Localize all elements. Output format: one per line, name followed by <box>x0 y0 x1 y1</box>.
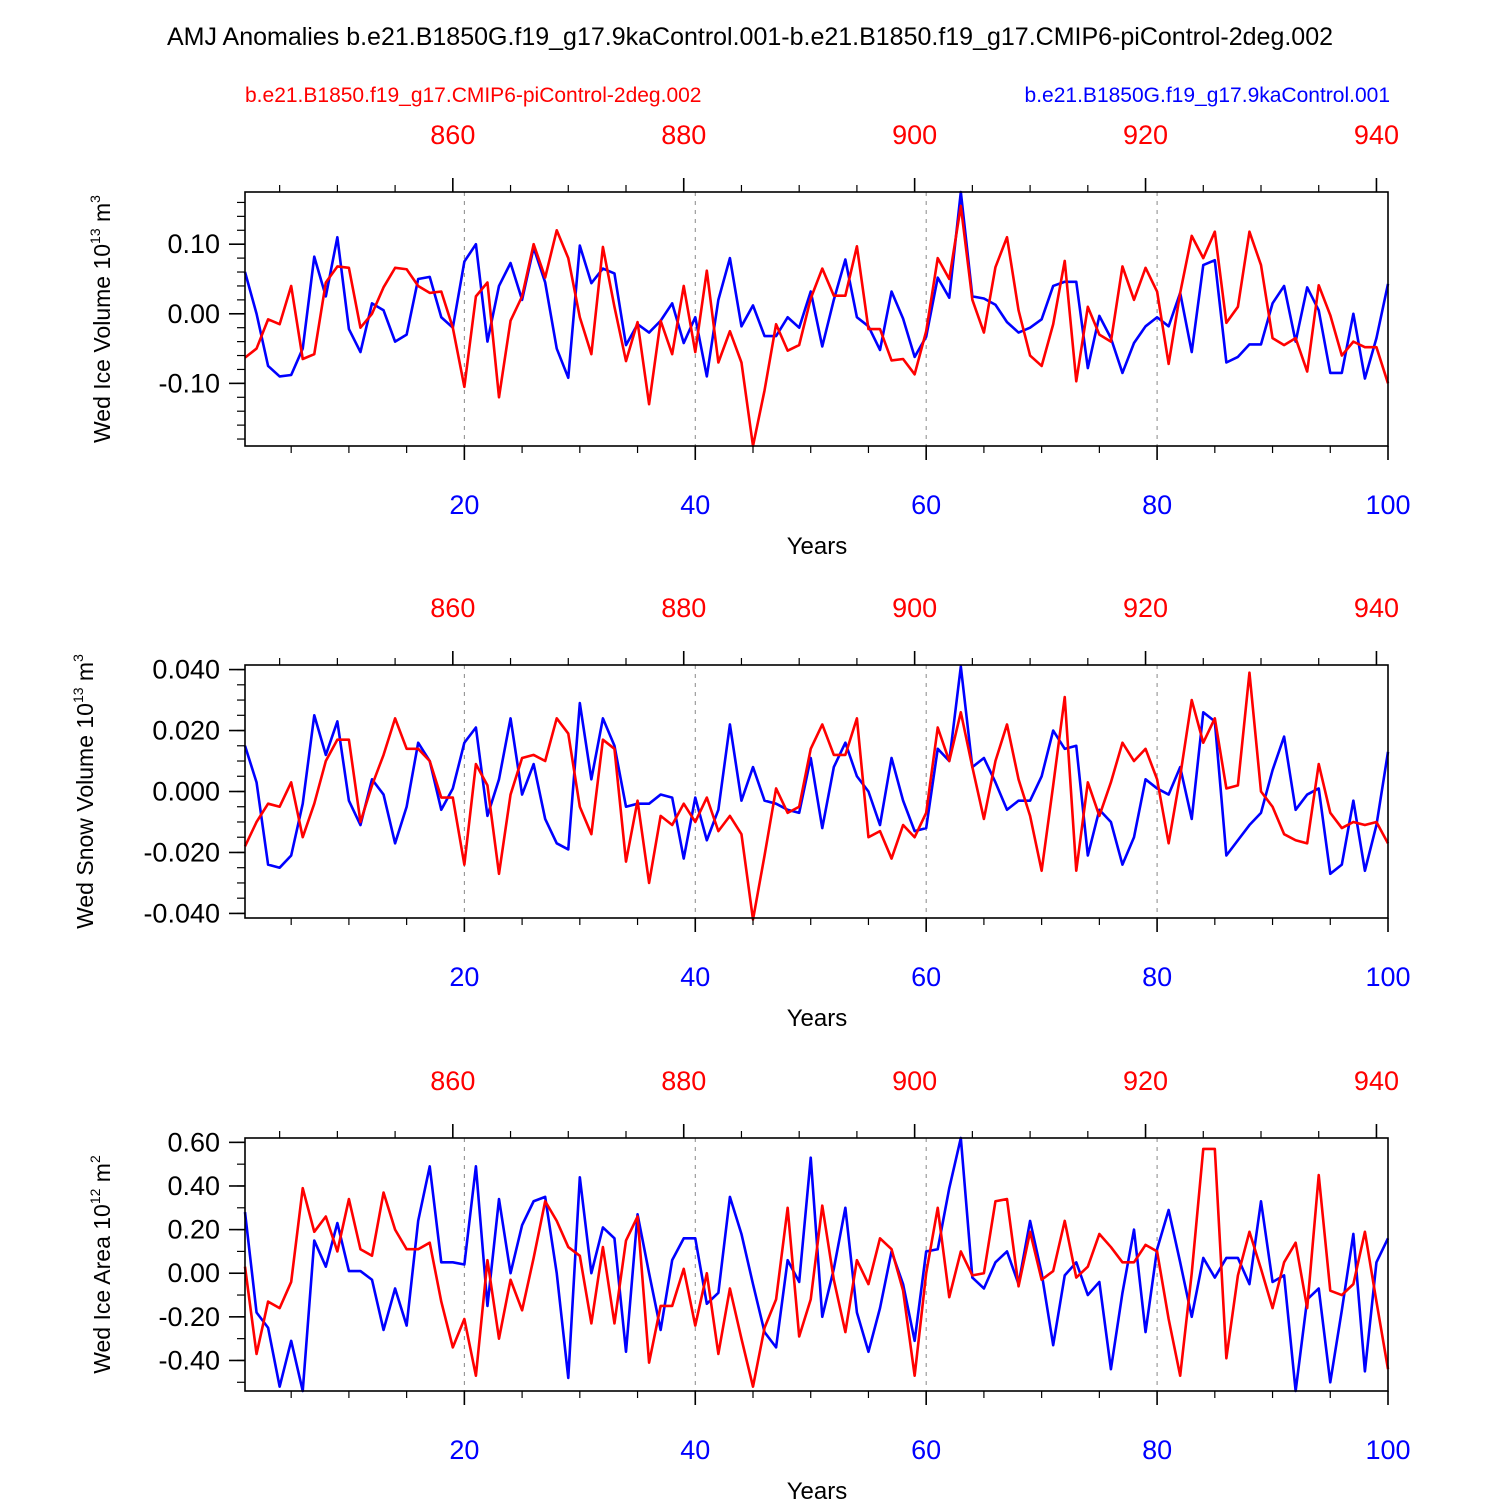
y-tick-label: 0.10 <box>167 229 220 259</box>
x-tick-label-bottom: 100 <box>1365 962 1410 992</box>
y-tick-label: -0.10 <box>158 368 220 398</box>
x-tick-label-bottom: 60 <box>911 962 941 992</box>
series-line-blue <box>243 190 1390 380</box>
series-line-blue <box>243 1136 1390 1393</box>
y-tick-label: 0.20 <box>167 1215 220 1245</box>
y-label-exponent: 12 <box>87 1188 103 1204</box>
y-label-unit-exponent: 3 <box>87 195 103 203</box>
x-tick-label-top: 860 <box>430 1066 475 1096</box>
x-tick-label-top: 940 <box>1354 1066 1399 1096</box>
x-tick-label-top: 880 <box>661 1066 706 1096</box>
x-tick-label-top: 920 <box>1123 593 1168 623</box>
legend-red-series: b.e21.B1850.f19_g17.CMIP6-piControl-2deg… <box>245 84 701 107</box>
x-tick-label-top: 880 <box>661 593 706 623</box>
x-tick-label-bottom: 80 <box>1142 962 1172 992</box>
panel-3: -0.40 -0.20 0.00 0.20 0.40 0.60 20 40 60 80 100 860… <box>87 1066 1411 1500</box>
y-label-text: Wed Ice Area 10 <box>89 1204 115 1374</box>
y-label-unit: m <box>72 662 98 688</box>
y-label-unit: m <box>89 1163 115 1189</box>
chart-title: AMJ Anomalies b.e21.B1850G.f19_g17.9kaCo… <box>167 23 1333 51</box>
series-line-blue <box>243 665 1390 876</box>
y-tick-label: -0.020 <box>143 837 220 867</box>
x-tick-label-bottom: 60 <box>911 490 941 520</box>
y-tick-label: 0.60 <box>167 1127 220 1157</box>
series-line-red <box>243 671 1390 921</box>
y-label-unit-exponent: 2 <box>87 1155 103 1163</box>
x-tick-label-top: 860 <box>430 120 475 150</box>
series-line-red <box>244 204 1390 448</box>
y-tick-label: 0.040 <box>152 655 220 685</box>
y-tick-label: 0.000 <box>152 777 220 807</box>
x-tick-label-top: 900 <box>892 593 937 623</box>
x-tick-label-bottom: 20 <box>449 490 479 520</box>
x-tick-label-top: 920 <box>1123 1066 1168 1096</box>
y-tick-label: -0.20 <box>158 1302 220 1332</box>
y-axis-label: Wed Ice Area 1012 m2 <box>87 1155 115 1374</box>
y-axis-label: Wed Ice Volume 1013 m3 <box>87 195 115 443</box>
series-line-red <box>243 1147 1390 1388</box>
x-tick-label-top: 900 <box>892 1066 937 1096</box>
x-axis-label: Years <box>787 1005 848 1032</box>
x-tick-label-bottom: 40 <box>680 490 710 520</box>
x-tick-label-bottom: 40 <box>680 962 710 992</box>
x-tick-label-bottom: 100 <box>1365 490 1410 520</box>
y-tick-label: 0.00 <box>167 1258 220 1288</box>
y-label-text: Wed Snow Volume 10 <box>72 703 98 929</box>
x-tick-label-top: 940 <box>1354 120 1399 150</box>
x-tick-label-top: 900 <box>892 120 937 150</box>
x-tick-label-bottom: 20 <box>449 1435 479 1465</box>
y-axis-label: Wed Snow Volume 1013 m3 <box>70 654 98 929</box>
y-label-unit: m <box>89 203 115 229</box>
x-tick-label-top: 920 <box>1123 120 1168 150</box>
y-label-unit-exponent: 3 <box>70 654 86 662</box>
y-label-exponent: 13 <box>70 687 86 703</box>
x-tick-label-top: 880 <box>661 120 706 150</box>
y-label-exponent: 13 <box>87 228 103 244</box>
x-axis-label: Years <box>787 533 848 560</box>
y-tick-label: -0.040 <box>143 898 220 928</box>
plot-frame <box>244 1137 1389 1392</box>
x-tick-label-bottom: 20 <box>449 962 479 992</box>
x-tick-label-bottom: 40 <box>680 1435 710 1465</box>
x-tick-label-bottom: 100 <box>1365 1435 1410 1465</box>
y-tick-label: -0.40 <box>158 1345 220 1375</box>
legend-blue-series: b.e21.B1850G.f19_g17.9kaControl.001 <box>1025 84 1390 107</box>
plot-frame <box>244 191 1389 447</box>
y-tick-label: 0.40 <box>167 1171 220 1201</box>
panel-2: -0.040 -0.020 0.000 0.020 0.040 20 40 60 80 100 86… <box>70 593 1411 1032</box>
y-tick-label: 0.00 <box>167 299 220 329</box>
x-tick-label-bottom: 80 <box>1142 1435 1172 1465</box>
y-tick-label: 0.020 <box>152 716 220 746</box>
panel-1: -0.10 0.00 0.10 20 40 60 80 100 860 880 900 920 940 Y… <box>87 120 1411 560</box>
x-tick-label-top: 940 <box>1354 593 1399 623</box>
x-tick-label-top: 860 <box>430 593 475 623</box>
x-tick-label-bottom: 60 <box>911 1435 941 1465</box>
y-label-text: Wed Ice Volume 10 <box>89 244 115 443</box>
x-axis-label: Years <box>787 1478 848 1500</box>
panels: -0.10 0.00 0.10 20 40 60 80 100 860 880 900 920 940 Y… <box>70 120 1411 1500</box>
x-tick-label-bottom: 80 <box>1142 490 1172 520</box>
